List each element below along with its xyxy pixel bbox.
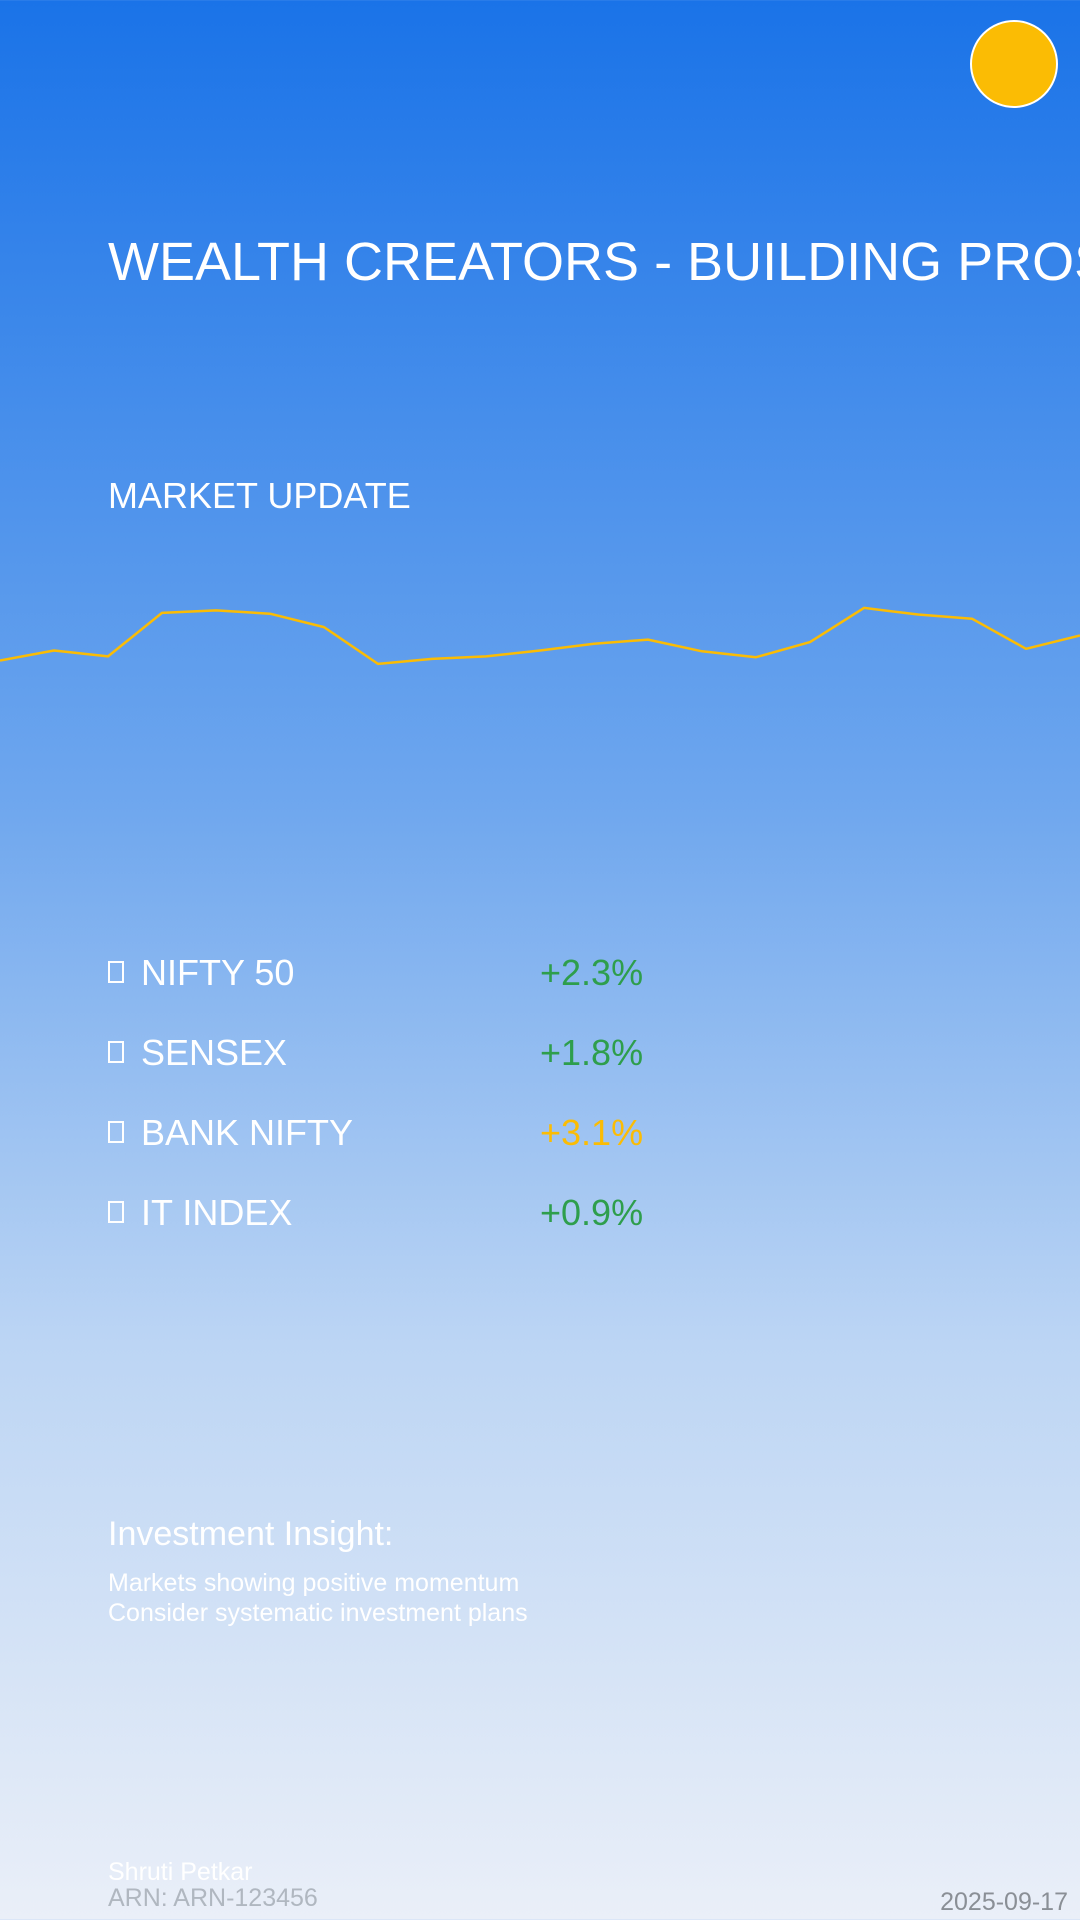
page-headline: WEALTH CREATORS - BUILDING PROSPERITY	[108, 232, 1080, 292]
missing-glyph-icon	[108, 1121, 124, 1143]
index-name: NIFTY 50	[141, 952, 295, 993]
insight-text: Markets showing positive momentum Consid…	[108, 1568, 528, 1628]
advisor-name: Shruti Petkar	[108, 1858, 253, 1886]
market-trend-line	[0, 606, 1080, 666]
trend-polyline	[0, 606, 1080, 666]
market-update-title: MARKET UPDATE	[108, 475, 411, 516]
index-name: SENSEX	[141, 1032, 288, 1073]
index-change: +3.1%	[540, 1112, 644, 1153]
date-stamp: 2025-09-17	[940, 1888, 1068, 1916]
index-change: +2.3%	[540, 952, 644, 993]
index-name: IT INDEX	[141, 1192, 293, 1233]
advisor-arn: ARN: ARN-123456	[108, 1884, 318, 1912]
brand-logo-circle	[970, 20, 1058, 108]
index-row-sensex: SENSEX +1.8%	[108, 1028, 808, 1108]
index-change: +0.9%	[540, 1192, 644, 1233]
index-row-it-index: IT INDEX +0.9%	[108, 1188, 808, 1268]
index-row-nifty-50: NIFTY 50 +2.3%	[108, 948, 808, 1028]
index-change: +1.8%	[540, 1032, 644, 1073]
insight-line: Consider systematic investment plans	[108, 1599, 528, 1627]
insight-line: Markets showing positive momentum	[108, 1569, 520, 1597]
index-row-bank-nifty: BANK NIFTY +3.1%	[108, 1108, 808, 1188]
missing-glyph-icon	[108, 1041, 124, 1063]
missing-glyph-icon	[108, 1201, 124, 1223]
insight-title: Investment Insight:	[108, 1515, 394, 1553]
index-list: NIFTY 50 +2.3% SENSEX +1.8% BANK NIFTY +…	[108, 948, 808, 1268]
missing-glyph-icon	[108, 961, 124, 983]
index-name: BANK NIFTY	[141, 1112, 354, 1153]
